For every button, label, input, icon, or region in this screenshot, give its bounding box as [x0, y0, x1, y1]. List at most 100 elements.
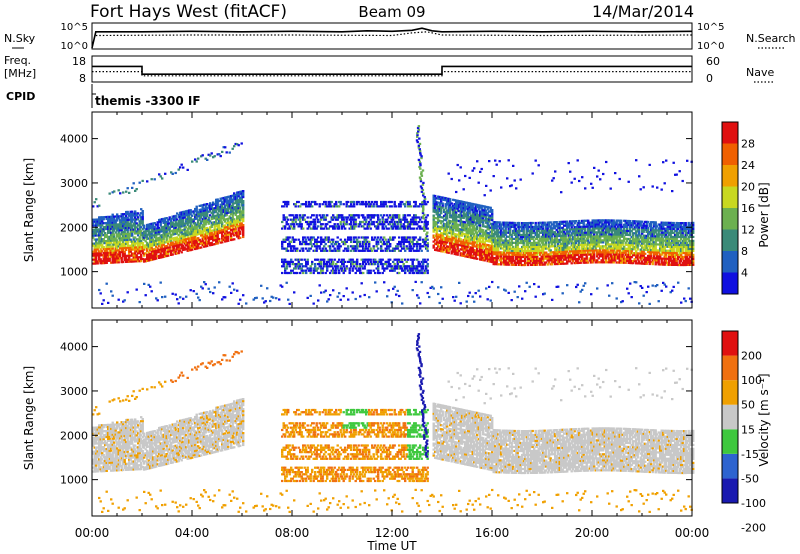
- power-cell: [474, 245, 477, 248]
- power-cell: [158, 220, 161, 224]
- power-cell: [224, 208, 227, 211]
- power-cell: [360, 225, 363, 228]
- power-cell: [114, 247, 117, 250]
- power-cell: [452, 218, 455, 221]
- power-cell: [105, 217, 108, 221]
- power-cell: [515, 227, 518, 231]
- power-cell: [536, 227, 539, 230]
- power-cell: [534, 257, 537, 260]
- power-cell: [480, 212, 483, 215]
- power-cell: [453, 237, 456, 240]
- power-cell: [479, 206, 482, 209]
- power-cell: [399, 223, 402, 226]
- power-cell: [102, 238, 105, 241]
- power-cell: [398, 216, 401, 219]
- power-cell: [110, 221, 113, 224]
- power-cell: [374, 258, 377, 261]
- power-cell: [147, 243, 150, 246]
- power-cell: [284, 269, 287, 272]
- power-cell: [321, 223, 324, 226]
- power-cell: [114, 251, 117, 254]
- power-cell: [446, 233, 449, 236]
- power-cell: [465, 247, 468, 250]
- power-cell: [321, 238, 324, 241]
- power-cell: [522, 222, 525, 225]
- power-cell: [207, 238, 210, 241]
- power-cell: [465, 211, 468, 214]
- power-cell: [135, 248, 138, 251]
- power-cell: [512, 164, 515, 167]
- power-cell: [327, 238, 330, 241]
- power-cell: [237, 235, 240, 238]
- power-cell: [531, 243, 534, 247]
- power-cell: [447, 211, 450, 214]
- power-cell: [419, 271, 422, 275]
- power-cell: [453, 223, 456, 226]
- power-cell: [338, 258, 341, 261]
- power-cell: [291, 223, 294, 226]
- power-cell: [521, 233, 524, 237]
- power-cell: [510, 257, 513, 260]
- power-cell: [443, 236, 446, 239]
- power-cell: [461, 244, 464, 247]
- power-cell: [534, 221, 537, 225]
- power-cell: [521, 249, 524, 253]
- power-cell: [413, 200, 416, 204]
- power-cell: [252, 298, 255, 301]
- power-cell: [155, 231, 158, 234]
- power-cell: [419, 269, 422, 272]
- power-cell: [458, 216, 461, 219]
- power-cell: [116, 227, 119, 230]
- power-cell: [386, 295, 389, 298]
- power-cell: [162, 253, 165, 256]
- power-cell: [396, 267, 399, 270]
- power-cell: [126, 230, 129, 233]
- power-cell: [495, 223, 498, 226]
- power-cell: [191, 242, 194, 245]
- power-cell: [204, 219, 207, 222]
- power-cell: [426, 227, 429, 230]
- power-cell: [174, 250, 177, 253]
- power-cell: [101, 216, 104, 219]
- power-cell: [528, 255, 531, 259]
- power-cell: [194, 235, 197, 239]
- power-cell: [293, 218, 296, 221]
- power-cell: [240, 224, 243, 227]
- power-cell: [405, 220, 408, 224]
- power-cell: [141, 216, 144, 219]
- power-cell: [408, 223, 411, 226]
- power-cell: [125, 224, 128, 228]
- power-cell: [513, 221, 516, 225]
- power-cell: [179, 219, 182, 222]
- power-cell: [497, 225, 500, 228]
- power-cell: [108, 227, 111, 230]
- power-cell: [434, 216, 437, 220]
- power-cell: [128, 238, 131, 241]
- power-cell: [314, 267, 317, 270]
- power-cell: [380, 223, 383, 226]
- power-cell: [125, 226, 128, 230]
- frequency-left-tick-bottom: 8: [79, 72, 86, 85]
- power-cell: [392, 267, 395, 270]
- power-cell: [126, 218, 129, 221]
- power-cell: [222, 228, 225, 231]
- power-cell: [117, 217, 120, 220]
- power-cell: [546, 255, 549, 258]
- power-cell: [176, 224, 179, 227]
- power-cell: [458, 224, 461, 227]
- power-cell: [147, 283, 150, 286]
- power-cell: [293, 223, 296, 226]
- power-cell: [296, 263, 299, 266]
- power-cell: [383, 220, 386, 224]
- power-cell: [290, 260, 293, 263]
- power-cell: [245, 302, 248, 305]
- power-cell: [489, 214, 492, 217]
- power-cell: [110, 255, 113, 258]
- power-cell: [488, 236, 491, 239]
- power-cell: [206, 220, 209, 224]
- power-cell: [516, 225, 519, 229]
- power-cell: [467, 221, 470, 225]
- power-cell: [395, 265, 398, 268]
- power-cell: [467, 243, 470, 246]
- power-cell: [500, 255, 503, 258]
